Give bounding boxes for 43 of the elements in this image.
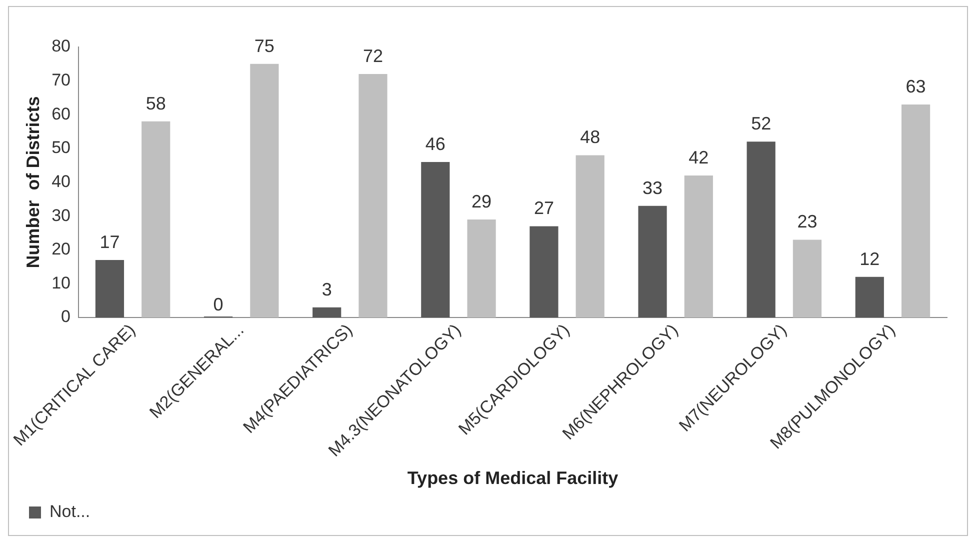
data-label: 58 xyxy=(146,93,166,114)
bar xyxy=(792,240,822,318)
bar xyxy=(684,175,713,318)
y-tick-label: 20 xyxy=(52,240,71,259)
bar xyxy=(142,121,170,318)
data-label: 46 xyxy=(425,134,446,154)
y-tick-label: 70 xyxy=(52,70,71,90)
data-label: 52 xyxy=(751,114,772,134)
data-label: 17 xyxy=(100,232,120,252)
y-tick-label: 30 xyxy=(52,206,71,225)
data-label: 3 xyxy=(322,279,332,300)
data-label: 29 xyxy=(472,191,492,212)
bar xyxy=(421,162,450,318)
bar xyxy=(95,260,124,318)
bar xyxy=(467,219,496,318)
data-label: 72 xyxy=(362,46,383,66)
data-label: 27 xyxy=(534,198,554,218)
data-label: 75 xyxy=(254,36,274,56)
bar xyxy=(855,276,884,318)
y-tick-label: 10 xyxy=(52,273,71,292)
y-tick-label: 60 xyxy=(52,104,71,124)
bar xyxy=(312,307,342,318)
bar xyxy=(638,206,667,318)
y-tick-label: 50 xyxy=(52,138,71,158)
data-label: 23 xyxy=(797,212,818,232)
bar xyxy=(901,104,930,318)
y-tick-label: 80 xyxy=(52,36,71,56)
y-axis-title: Number of Districts xyxy=(22,96,43,268)
data-label: 0 xyxy=(213,294,224,314)
bar xyxy=(576,155,604,318)
data-label: 63 xyxy=(906,76,926,96)
bar xyxy=(530,226,558,318)
data-label: 12 xyxy=(860,248,880,269)
y-tick-label: 40 xyxy=(52,172,71,191)
bar xyxy=(358,74,388,318)
data-label: 42 xyxy=(688,147,709,168)
y-tick-label: 0 xyxy=(61,307,71,326)
x-axis-title: Types of Medical Facility xyxy=(407,468,618,488)
bar xyxy=(746,142,776,318)
legend-label: Not... xyxy=(50,502,90,522)
data-label: 48 xyxy=(580,127,600,148)
bar xyxy=(250,64,279,318)
data-label: 33 xyxy=(642,178,663,198)
